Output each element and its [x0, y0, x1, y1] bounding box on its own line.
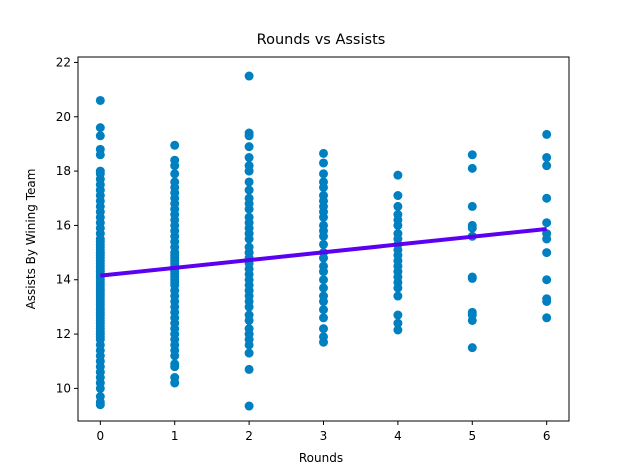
- x-tick-label: 2: [245, 429, 253, 443]
- data-point: [95, 123, 105, 133]
- data-point: [170, 351, 180, 361]
- data-point: [319, 275, 328, 285]
- x-axis-label: Rounds: [299, 451, 343, 465]
- data-point: [170, 378, 180, 388]
- data-point: [170, 169, 180, 179]
- data-point: [542, 129, 552, 139]
- data-point: [393, 291, 403, 301]
- data-point: [244, 177, 254, 187]
- data-point: [467, 223, 477, 233]
- regression-line: [100, 226, 547, 278]
- data-point: [244, 340, 254, 350]
- y-tick-label: 16: [56, 218, 71, 232]
- data-point: [467, 201, 477, 211]
- data-point: [319, 324, 328, 334]
- data-point: [95, 95, 105, 105]
- regression-layer: [100, 226, 547, 278]
- x-axis: 0 1 2 3 4 5 6: [96, 421, 551, 443]
- x-tick-label: 6: [543, 429, 551, 443]
- data-point: [542, 234, 552, 244]
- data-point: [393, 325, 403, 335]
- data-point: [542, 313, 552, 323]
- y-axis: 10 12 14 16 18 20 22: [56, 55, 78, 395]
- y-axis-label: Assists By Wining Team: [24, 169, 38, 310]
- y-tick-label: 22: [56, 55, 71, 69]
- data-point: [170, 362, 180, 372]
- data-point: [467, 150, 477, 160]
- data-point: [319, 283, 328, 293]
- data-point: [95, 400, 105, 410]
- data-point: [542, 153, 552, 163]
- data-point: [393, 191, 403, 201]
- data-point: [244, 131, 254, 141]
- x-tick-label: 1: [171, 429, 179, 443]
- data-point: [319, 169, 328, 179]
- data-point: [319, 231, 328, 241]
- data-point: [244, 315, 254, 325]
- y-tick-label: 20: [56, 110, 71, 124]
- data-point: [244, 364, 254, 374]
- data-point: [542, 275, 552, 285]
- chart-title: Rounds vs Assists: [257, 32, 386, 48]
- data-point: [244, 71, 254, 81]
- data-point: [244, 401, 254, 411]
- data-point: [467, 273, 477, 283]
- data-point: [244, 142, 254, 152]
- data-point: [467, 343, 477, 353]
- data-point: [244, 204, 254, 214]
- data-point: [393, 220, 403, 230]
- data-point: [542, 296, 552, 306]
- data-point: [319, 267, 328, 277]
- data-point: [244, 153, 254, 163]
- data-point: [393, 170, 403, 180]
- data-point: [393, 318, 403, 328]
- data-point: [319, 182, 328, 192]
- y-tick-label: 10: [56, 381, 71, 395]
- data-point: [319, 253, 328, 263]
- data-point: [542, 248, 552, 258]
- data-point: [319, 148, 328, 158]
- data-point: [467, 163, 477, 173]
- data-point: [542, 218, 552, 228]
- data-point: [467, 315, 477, 325]
- data-point: [244, 348, 254, 358]
- x-tick-label: 3: [320, 429, 328, 443]
- data-point: [542, 161, 552, 171]
- data-point: [319, 337, 328, 347]
- data-point: [319, 212, 328, 222]
- x-tick-label: 4: [394, 429, 402, 443]
- data-point: [319, 239, 328, 249]
- data-point: [95, 383, 105, 393]
- y-tick-label: 18: [56, 164, 71, 178]
- data-point: [319, 313, 328, 323]
- data-point: [542, 193, 552, 203]
- y-tick-label: 12: [56, 327, 71, 341]
- data-point: [95, 150, 105, 160]
- y-tick-label: 14: [56, 273, 71, 287]
- data-point: [170, 140, 180, 150]
- data-point: [244, 302, 254, 312]
- data-point: [319, 158, 328, 168]
- x-tick-label: 0: [96, 429, 104, 443]
- data-point: [244, 185, 254, 195]
- data-point: [319, 305, 328, 315]
- data-point: [393, 310, 403, 320]
- data-point: [393, 283, 403, 293]
- points-layer: [95, 71, 552, 411]
- x-tick-label: 5: [468, 429, 476, 443]
- data-point: [170, 161, 180, 171]
- data-point: [244, 234, 254, 244]
- data-point: [319, 296, 328, 306]
- data-point: [244, 166, 254, 176]
- data-point: [393, 201, 403, 211]
- data-point: [95, 131, 105, 141]
